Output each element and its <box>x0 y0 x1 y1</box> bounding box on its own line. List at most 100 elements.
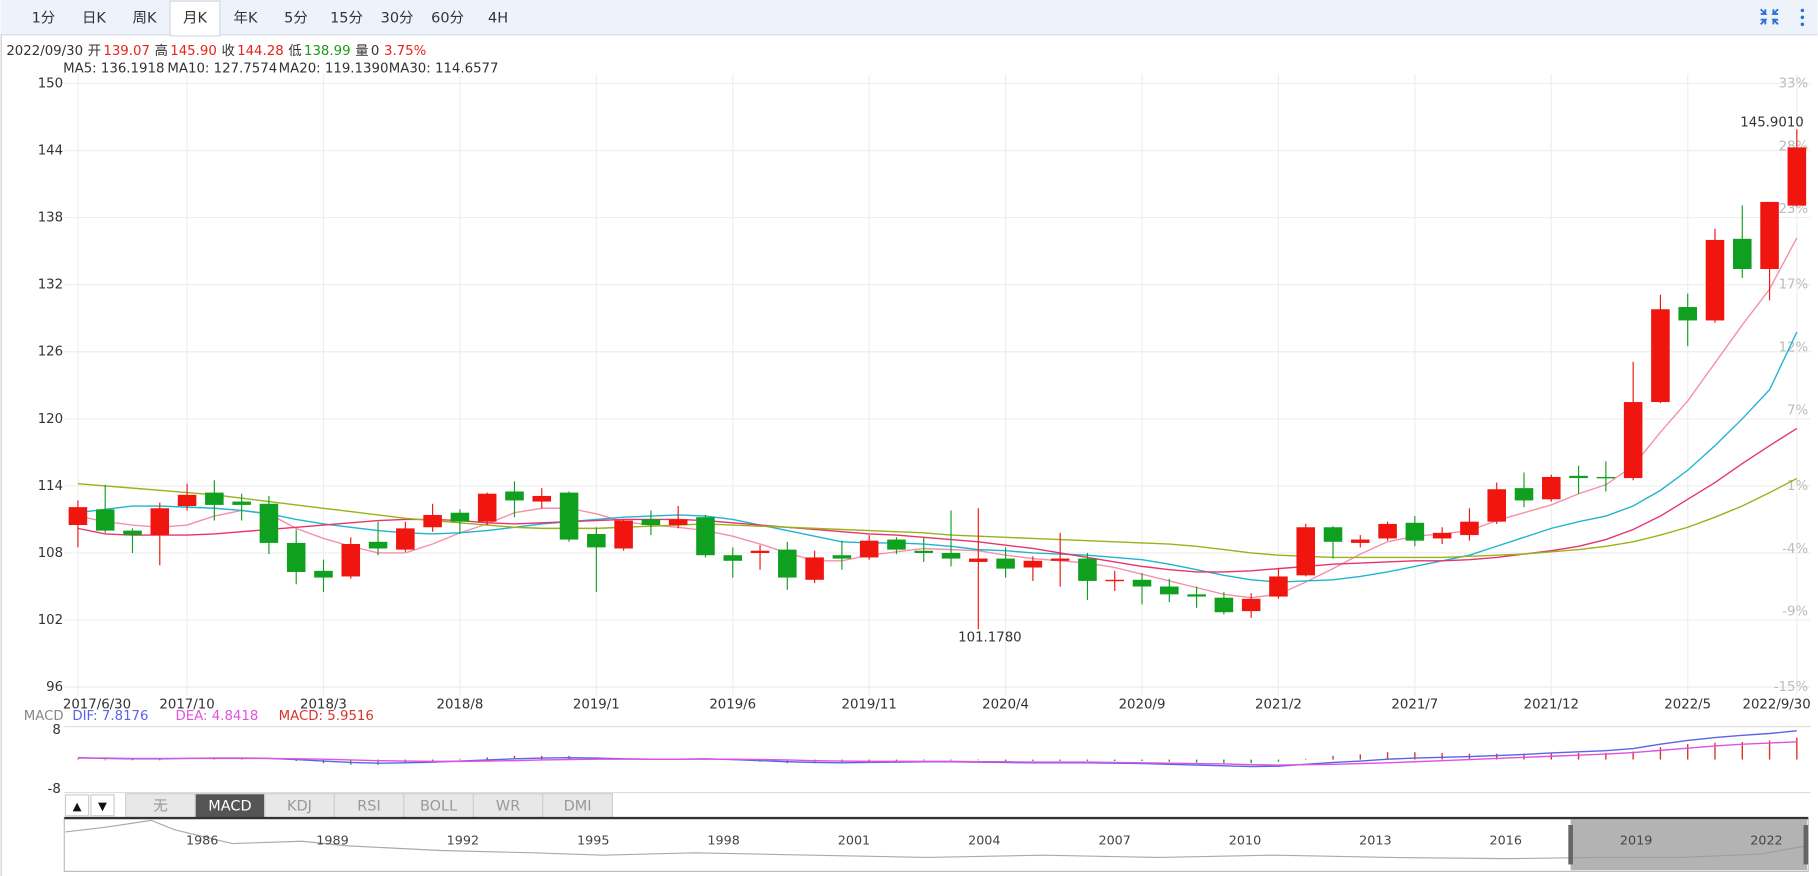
menu-icon[interactable] <box>1800 8 1805 27</box>
x-tick-label: 2019/11 <box>842 698 897 713</box>
indicator-tab[interactable]: WR <box>496 798 520 814</box>
info-label: 低 <box>288 43 301 59</box>
scroll-down-btn[interactable] <box>90 794 115 817</box>
indicator-tab-bg[interactable] <box>542 793 613 819</box>
candle-body <box>1050 558 1070 561</box>
navigator-year: 1995 <box>577 834 609 849</box>
timeframe-tab[interactable]: 年K <box>234 10 258 27</box>
candle-body <box>1023 560 1043 568</box>
candle-body <box>1460 521 1479 536</box>
y-tick-label: 138 <box>38 211 63 226</box>
max-label: 145.9010 <box>1740 115 1804 130</box>
x-tick-label: 2022/5 <box>1664 698 1711 713</box>
navigator-year: 2001 <box>838 834 870 849</box>
candle-body <box>450 512 470 522</box>
indicator-tab[interactable]: MACD <box>208 798 251 814</box>
x-tick-label: 2022/9/30 <box>1742 698 1810 713</box>
macd-title: MACD <box>24 709 64 724</box>
navigator-year: 1998 <box>707 834 739 849</box>
candle-body <box>778 549 797 578</box>
fullscreen-glyph <box>1760 8 1779 25</box>
navigator-year: 1992 <box>447 834 479 849</box>
candle-body <box>969 558 988 562</box>
timeframe-tab[interactable]: 4H <box>488 11 508 27</box>
indicator-tab[interactable]: KDJ <box>287 798 312 814</box>
y2-tick-label: 23% <box>1779 202 1809 217</box>
timeframe-tab[interactable]: 日K <box>82 11 106 27</box>
candle-body <box>177 494 197 507</box>
fullscreen-icon[interactable] <box>1760 8 1779 25</box>
indicator-tab-bg[interactable] <box>333 793 405 819</box>
active-tab-bg <box>169 0 221 37</box>
navigator-selection[interactable] <box>1570 819 1808 871</box>
candle-body <box>1787 147 1807 206</box>
indicator-tab[interactable]: RSI <box>357 798 381 814</box>
candle-body <box>941 552 961 559</box>
y2-tick-label: 1% <box>1787 479 1808 494</box>
candle-body <box>914 550 934 553</box>
candle-body <box>805 557 824 580</box>
navigator-year: 2004 <box>968 834 1000 849</box>
candle-body <box>614 520 633 549</box>
y-tick-label: 144 <box>38 144 63 159</box>
info-change: 3.75% <box>384 44 426 59</box>
y2-tick-label: 17% <box>1779 278 1809 293</box>
x-tick-label: 2021/12 <box>1524 698 1579 713</box>
info-label: 量 <box>355 43 368 59</box>
timeframe-tab[interactable]: 周K <box>132 11 156 27</box>
content: 1分 日K 周K 月K 年K 5分 15分 30分 60分 4H 2022/09/30 开 139.07… <box>6 0 1811 872</box>
info-value: 139.07 <box>103 44 150 59</box>
candle-body <box>396 528 415 550</box>
x-tick-label: 2020/9 <box>1119 698 1166 713</box>
ma-legend: MA5: 136.1918 <box>63 61 164 76</box>
candle-body <box>423 514 442 528</box>
info-date: 2022/09/30 <box>6 44 83 59</box>
macd-legend: MACD: 5.9516 <box>279 709 374 724</box>
y-tick-label: -8 <box>48 782 61 797</box>
candle-body <box>641 519 661 526</box>
candle-body <box>341 544 361 577</box>
y-tick-label: 96 <box>46 680 63 695</box>
navigator-year: 2010 <box>1229 834 1261 849</box>
navigator-year: 2016 <box>1490 834 1522 849</box>
candle-body <box>1542 476 1561 500</box>
navigator-year: 2007 <box>1098 834 1130 849</box>
ma-legend: MA10: 127.7574 <box>167 61 277 76</box>
min-label: 101.1780 <box>958 630 1022 645</box>
info-value: 144.28 <box>237 44 284 59</box>
indicator-tab-bg[interactable] <box>264 793 335 819</box>
indicator-tab-bg[interactable] <box>125 793 196 819</box>
timeframe-tab[interactable]: 5分 <box>284 10 308 27</box>
timeframe-tab[interactable]: 60分 <box>431 10 464 27</box>
ma-line <box>77 237 1798 599</box>
y-tick-label: 114 <box>38 479 63 494</box>
indicator-tab-bg[interactable] <box>403 793 474 819</box>
indicator-tab[interactable]: BOLL <box>420 798 457 814</box>
candle-body <box>887 539 906 550</box>
y2-tick-label: -9% <box>1782 605 1808 620</box>
indicator-tab[interactable]: 无 <box>153 798 167 814</box>
scroll-up-btn[interactable] <box>64 794 90 817</box>
x-tick-label: 2017/6/30 <box>63 698 131 713</box>
candle-body <box>1078 558 1097 581</box>
x-tick-label: 2019/6 <box>709 698 756 713</box>
navigator-handle[interactable] <box>1803 825 1809 865</box>
timeframe-tab[interactable]: 30分 <box>381 10 414 27</box>
navigator-handle[interactable] <box>1568 825 1573 865</box>
y2-tick-label: -15% <box>1774 680 1808 695</box>
info-label: 开 <box>88 44 101 59</box>
ma-line <box>77 477 1798 559</box>
indicator-tab[interactable]: DMI <box>564 798 592 814</box>
timeframe-tab[interactable]: 15分 <box>330 10 363 27</box>
candle-body <box>1378 523 1397 539</box>
candle-body <box>68 507 88 526</box>
x-tick-label: 2017/10 <box>159 698 214 713</box>
timeframe-tab[interactable]: 月K <box>183 11 207 27</box>
timeframe-tab[interactable]: 1分 <box>32 10 56 27</box>
y-tick-label: 8 <box>52 723 60 738</box>
info-label: 高 <box>155 42 168 59</box>
info-value: 145.90 <box>170 44 217 59</box>
candle-body <box>587 533 606 548</box>
candle-body <box>1733 238 1752 270</box>
candle-body <box>1351 539 1370 543</box>
